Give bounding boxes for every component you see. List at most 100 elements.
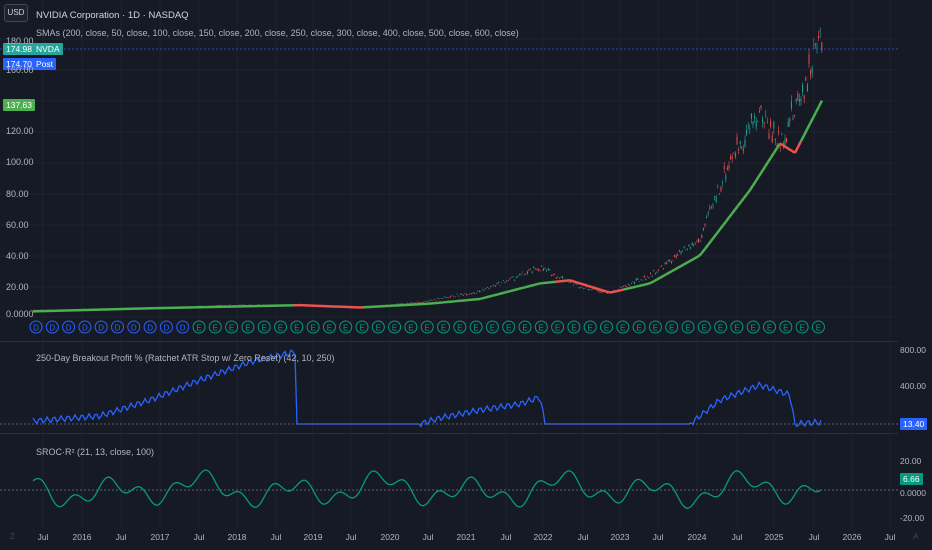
panel-separator[interactable] [0, 433, 898, 434]
event-marker[interactable] [583, 320, 597, 334]
panel3-axis-label: 0.0000 [900, 488, 926, 498]
event-marker[interactable] [78, 320, 92, 334]
event-marker[interactable] [746, 320, 760, 334]
event-marker[interactable] [534, 320, 548, 334]
price-axis-label: 0.0000 [6, 309, 34, 319]
event-marker[interactable] [714, 320, 728, 334]
symbol-title[interactable]: NVIDIA Corporation · 1D · NASDAQ [36, 10, 189, 21]
event-marker[interactable] [241, 320, 255, 334]
event-marker[interactable] [274, 320, 287, 334]
event-marker-label: D [180, 324, 186, 333]
event-marker[interactable] [730, 320, 744, 334]
event-marker[interactable] [322, 320, 336, 334]
event-marker[interactable] [143, 320, 157, 334]
event-marker[interactable] [665, 320, 679, 334]
event-marker[interactable] [648, 320, 662, 334]
event-marker-label: E [294, 324, 299, 333]
event-marker[interactable] [551, 320, 565, 334]
event-marker-label: E [539, 324, 544, 333]
currency-button[interactable]: USD [4, 4, 28, 22]
time-axis-label: 2020 [380, 532, 400, 542]
zoom-button[interactable]: Z [10, 532, 15, 541]
event-marker[interactable] [45, 320, 59, 334]
event-marker[interactable] [420, 320, 434, 334]
time-axis-label: 2026 [842, 532, 862, 542]
time-axis-label: 2018 [227, 532, 247, 542]
panel2-axis-label: 800.00 [900, 345, 926, 355]
event-marker[interactable] [697, 320, 711, 334]
event-marker[interactable] [518, 320, 532, 334]
time-axis-label: Jul [884, 532, 896, 542]
event-marker-label: E [278, 324, 283, 333]
price-axis-label: 40.00 [6, 251, 29, 261]
event-marker[interactable] [404, 320, 418, 334]
time-axis-label: 2022 [533, 532, 553, 542]
event-marker[interactable] [192, 320, 206, 334]
event-marker[interactable] [225, 320, 239, 334]
event-marker[interactable] [290, 320, 304, 334]
event-marker-label: E [343, 324, 348, 333]
event-marker-label: E [751, 324, 756, 333]
event-marker-label: E [718, 324, 723, 333]
event-marker[interactable] [208, 320, 222, 334]
event-marker[interactable] [111, 320, 124, 334]
event-marker[interactable] [763, 320, 776, 334]
symbol-tag: NVDA [33, 43, 63, 55]
event-marker[interactable] [795, 320, 809, 334]
time-axis-label: Jul [808, 532, 820, 542]
event-marker-label: E [783, 324, 788, 333]
event-marker[interactable] [681, 320, 695, 334]
price-axis-label: 180.00 [6, 36, 34, 46]
event-marker[interactable] [29, 320, 43, 334]
event-marker-label: E [571, 324, 576, 333]
sroc-indicator-legend[interactable]: SROC·R² (21, 13, close, 100) [36, 447, 155, 457]
event-marker[interactable] [388, 320, 402, 334]
event-marker[interactable] [485, 320, 499, 334]
event-marker[interactable] [779, 320, 793, 334]
event-marker[interactable] [339, 320, 353, 334]
event-marker[interactable] [176, 320, 190, 334]
event-marker[interactable] [453, 320, 467, 334]
time-axis-label: Jul [422, 532, 434, 542]
time-axis-label: 2019 [303, 532, 323, 542]
event-marker[interactable] [600, 320, 613, 334]
time-axis-label: 2021 [456, 532, 476, 542]
event-marker-label: E [392, 324, 397, 333]
auto-scale-button[interactable]: A [913, 532, 919, 541]
event-marker[interactable] [437, 320, 450, 334]
last-price-tag: 174.98 [3, 43, 35, 55]
event-marker-label: D [66, 324, 72, 333]
event-marker[interactable] [567, 320, 581, 334]
event-marker[interactable] [306, 320, 320, 334]
event-marker-label: D [82, 324, 88, 333]
event-marker[interactable] [62, 320, 76, 334]
event-marker[interactable] [811, 320, 825, 334]
event-marker[interactable] [127, 320, 141, 334]
event-marker-label: D [164, 324, 170, 333]
smas-indicator-legend[interactable]: SMAs (200, close, 50, close, 100, close,… [36, 28, 519, 38]
time-axis-label: Jul [345, 532, 357, 542]
event-marker[interactable] [469, 320, 483, 334]
event-marker-label: E [408, 324, 413, 333]
time-axis-label: 2016 [72, 532, 92, 542]
event-marker-label: E [425, 324, 430, 333]
breakout-indicator-legend[interactable]: 250-Day Breakout Profit % (Ratchet ATR S… [36, 353, 335, 363]
event-marker-label: E [702, 324, 707, 333]
event-marker[interactable] [159, 320, 173, 334]
event-marker-label: D [115, 324, 121, 333]
event-marker[interactable] [616, 320, 630, 334]
event-marker-label: E [799, 324, 804, 333]
event-marker[interactable] [371, 320, 385, 334]
event-marker-label: E [196, 324, 201, 333]
panel-separator[interactable] [0, 341, 898, 342]
event-marker[interactable] [94, 320, 108, 334]
event-marker[interactable] [502, 320, 516, 334]
event-marker-label: E [441, 324, 446, 333]
price-axis-label: 20.00 [6, 282, 29, 292]
event-marker-label: E [588, 324, 593, 333]
event-marker[interactable] [632, 320, 646, 334]
event-marker[interactable] [355, 320, 369, 334]
panel3-last-value: 6.66 [900, 473, 923, 485]
event-marker[interactable] [257, 320, 271, 334]
